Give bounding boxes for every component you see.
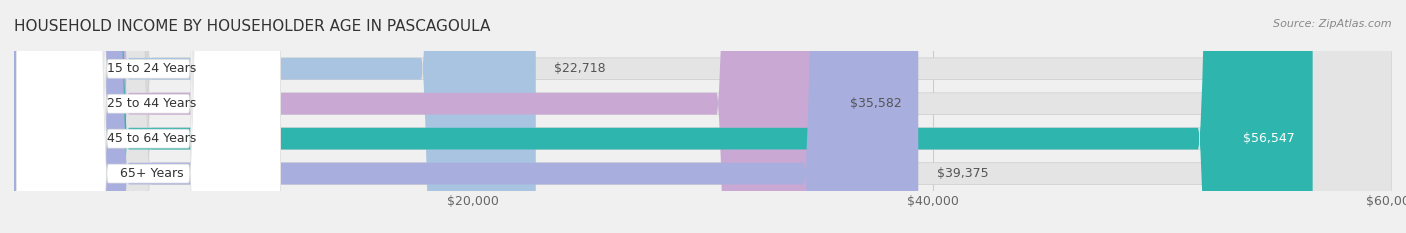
Text: 15 to 24 Years: 15 to 24 Years bbox=[107, 62, 197, 75]
FancyBboxPatch shape bbox=[14, 0, 1392, 233]
FancyBboxPatch shape bbox=[17, 0, 280, 233]
FancyBboxPatch shape bbox=[14, 0, 1392, 233]
Text: $22,718: $22,718 bbox=[554, 62, 606, 75]
Text: $35,582: $35,582 bbox=[849, 97, 901, 110]
FancyBboxPatch shape bbox=[17, 0, 280, 233]
FancyBboxPatch shape bbox=[14, 0, 1392, 233]
FancyBboxPatch shape bbox=[17, 0, 280, 233]
FancyBboxPatch shape bbox=[14, 0, 831, 233]
Text: Source: ZipAtlas.com: Source: ZipAtlas.com bbox=[1274, 19, 1392, 29]
FancyBboxPatch shape bbox=[17, 0, 280, 233]
Text: $39,375: $39,375 bbox=[936, 167, 988, 180]
FancyBboxPatch shape bbox=[14, 0, 536, 233]
Text: 65+ Years: 65+ Years bbox=[120, 167, 184, 180]
FancyBboxPatch shape bbox=[14, 0, 1392, 233]
Text: 25 to 44 Years: 25 to 44 Years bbox=[107, 97, 197, 110]
Text: $56,547: $56,547 bbox=[1243, 132, 1295, 145]
FancyBboxPatch shape bbox=[14, 0, 1313, 233]
Text: 45 to 64 Years: 45 to 64 Years bbox=[107, 132, 197, 145]
Text: HOUSEHOLD INCOME BY HOUSEHOLDER AGE IN PASCAGOULA: HOUSEHOLD INCOME BY HOUSEHOLDER AGE IN P… bbox=[14, 19, 491, 34]
FancyBboxPatch shape bbox=[14, 0, 918, 233]
